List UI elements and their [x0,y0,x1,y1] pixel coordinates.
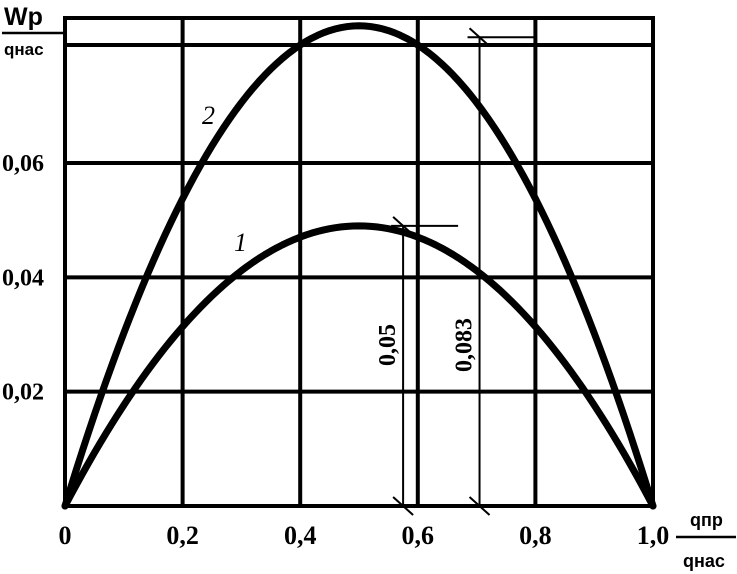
x-tick-label-3: 0,6 [402,521,435,550]
curve-1 [61,222,657,510]
dimension-top-tick-1 [468,27,491,47]
x-tick-label-2: 0,4 [284,521,317,550]
x-tick-label-1: 0,2 [166,521,199,550]
x-tick-label-5: 1,0 [637,521,670,550]
y-axis-label: Wp qнас [2,3,66,59]
y-tick-label-1: 0,04 [2,265,44,291]
grid [63,16,655,508]
x-axis-label-top: qпр [690,510,723,530]
plot-frame [63,16,655,508]
dimension-top-tick-0 [392,216,414,236]
x-tick-label-0: 0 [59,521,72,550]
y-tick-label-0: 0,02 [2,380,44,406]
x-axis-label: qпр qнас [676,510,736,571]
y-tick-label-2: 0,06 [2,151,44,177]
dimension-bottom-tick-1 [468,496,491,516]
curve-2 [61,22,657,510]
curve-label-1: 1 [234,228,247,257]
dimension-label-0: 0,05 [375,324,401,366]
annotations: 0,05 0,083 [375,27,535,516]
dimension-bottom-tick-0 [392,496,414,516]
y-axis-label-top: Wp [4,3,43,31]
curve-label-2: 2 [202,101,215,130]
curves [61,22,657,510]
ticks: 0 0,2 0,4 0,6 0,8 1,0 0,02 0,04 0,06 [2,151,669,550]
y-axis-label-bottom: qнас [4,40,44,59]
x-tick-label-4: 0,8 [519,521,552,550]
dimension-label-1: 0,083 [452,318,478,372]
x-axis-label-bottom: qнас [683,551,725,571]
